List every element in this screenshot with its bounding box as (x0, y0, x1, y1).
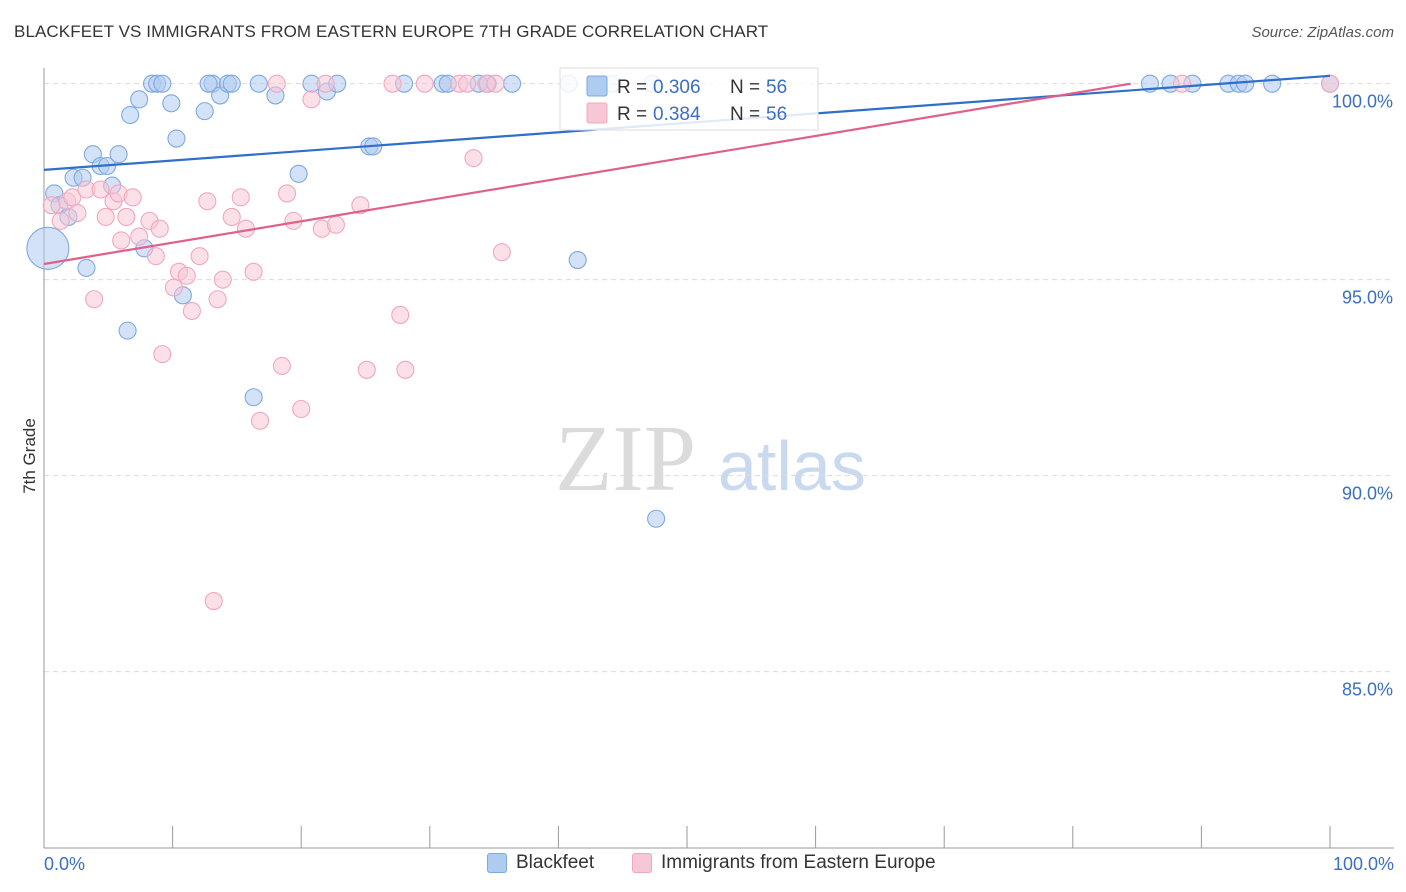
legend-r-label-0: R = (617, 77, 647, 98)
data-point (250, 411, 270, 430)
data-point (112, 231, 131, 250)
data-point (177, 266, 196, 285)
legend-swatch-eastern-europe (586, 102, 608, 124)
x-tick-marks (43, 826, 1331, 848)
data-point (244, 388, 263, 407)
data-point (292, 399, 311, 419)
data-point (198, 192, 217, 211)
legend-swatch-blackfeet (586, 75, 608, 97)
data-point (249, 74, 268, 93)
data-point (123, 188, 142, 207)
y-tick-labels: 100.0% 95.0% 90.0% 85.0% (1332, 92, 1393, 700)
legend-swatch-blackfeet-bottom (487, 853, 507, 873)
watermark-atlas: atlas (718, 427, 866, 505)
data-point (396, 360, 415, 379)
trend-line-eastern-europe (43, 82, 1131, 266)
data-point (492, 243, 511, 262)
data-point (458, 74, 477, 93)
data-point (130, 227, 149, 246)
data-point (326, 215, 345, 234)
data-point (182, 301, 201, 321)
data-point (1236, 74, 1255, 93)
data-point (51, 211, 70, 230)
y-tick-label: 90.0% (1342, 484, 1393, 504)
data-point (77, 258, 96, 277)
legend-swatch-eastern-europe-bottom (632, 853, 652, 873)
y-tick-label: 85.0% (1342, 680, 1393, 700)
data-point (204, 592, 223, 611)
data-point (222, 74, 241, 93)
data-point (302, 90, 321, 109)
data-point (464, 149, 483, 168)
data-point (190, 247, 209, 266)
data-point (316, 74, 335, 93)
data-point (383, 74, 402, 93)
legend-box: R = 0.306 N = 56 R = 0.384 N = 56 (559, 67, 819, 131)
legend-label-eastern-europe: Immigrants from Eastern Europe (661, 852, 936, 873)
data-point (162, 94, 181, 113)
legend-item-blackfeet[interactable]: Blackfeet (487, 852, 594, 874)
grid-lines (44, 83, 1394, 673)
data-point (26, 226, 70, 270)
data-point (213, 270, 232, 289)
data-point (68, 203, 87, 223)
data-point (244, 262, 263, 281)
data-point (222, 207, 241, 226)
data-point (208, 290, 227, 309)
series-eastern-europe-points (42, 74, 1340, 611)
data-point (357, 360, 376, 379)
data-point (109, 145, 128, 164)
chart-title: BLACKFEET VS IMMIGRANTS FROM EASTERN EUR… (14, 22, 769, 41)
data-point (278, 184, 297, 203)
watermark-zip: ZIP (555, 407, 696, 511)
legend-label-blackfeet: Blackfeet (516, 852, 595, 873)
data-point (351, 196, 370, 215)
data-point (118, 321, 137, 340)
data-point (91, 180, 110, 199)
data-point (150, 219, 169, 238)
y-tick-label: 95.0% (1342, 288, 1393, 308)
y-axis-label: 7th Grade (20, 418, 39, 494)
data-point (272, 356, 291, 375)
legend-n-label-0: N = (730, 77, 760, 98)
data-point (42, 196, 61, 215)
data-point (267, 74, 286, 93)
legend-item-eastern-europe[interactable]: Immigrants from Eastern Europe (632, 852, 936, 874)
data-point (647, 509, 666, 528)
data-point (153, 345, 172, 364)
data-point (1173, 74, 1192, 93)
data-point (1263, 74, 1282, 93)
data-point (486, 74, 505, 93)
legend-n-value-1: 56 (766, 104, 787, 125)
data-point (1320, 74, 1340, 93)
legend-n-label-1: N = (730, 104, 760, 125)
data-point (117, 207, 136, 226)
data-point (199, 74, 218, 93)
y-tick-label: 100.0% (1332, 92, 1393, 112)
data-point (130, 90, 149, 109)
legend-n-value-0: 56 (766, 77, 787, 98)
data-point (415, 74, 434, 93)
legend-r-value-1: 0.384 (653, 104, 701, 125)
bottom-legend: Blackfeet Immigrants from Eastern Europe (0, 852, 1406, 878)
data-point (153, 74, 172, 93)
x-tick-label-min: 0.0% (44, 854, 85, 874)
data-point (146, 247, 165, 266)
data-point (568, 251, 587, 270)
data-point (503, 74, 522, 93)
legend-r-value-0: 0.306 (653, 77, 701, 98)
data-point (231, 188, 250, 207)
data-point (195, 102, 214, 121)
data-point (289, 164, 308, 183)
legend-r-label-1: R = (617, 104, 647, 125)
data-point (85, 290, 104, 309)
data-point (167, 129, 186, 148)
data-point (391, 305, 410, 324)
data-point (96, 207, 115, 226)
x-tick-label-max: 100.0% (1333, 854, 1394, 874)
data-point (121, 105, 140, 125)
chart-source: Source: ZipAtlas.com (1251, 24, 1394, 41)
